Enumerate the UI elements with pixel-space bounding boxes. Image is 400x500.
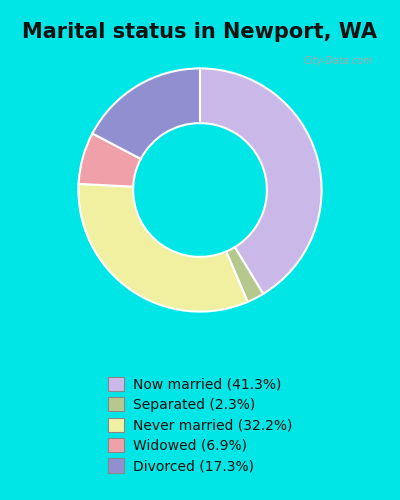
Wedge shape (200, 68, 322, 294)
Text: Marital status in Newport, WA: Marital status in Newport, WA (22, 22, 378, 42)
Text: City-Data.com: City-Data.com (303, 56, 373, 66)
Wedge shape (92, 68, 200, 159)
Wedge shape (78, 134, 141, 186)
Wedge shape (226, 247, 263, 302)
Wedge shape (78, 184, 248, 312)
Legend: Now married (41.3%), Separated (2.3%), Never married (32.2%), Widowed (6.9%), Di: Now married (41.3%), Separated (2.3%), N… (101, 370, 299, 480)
